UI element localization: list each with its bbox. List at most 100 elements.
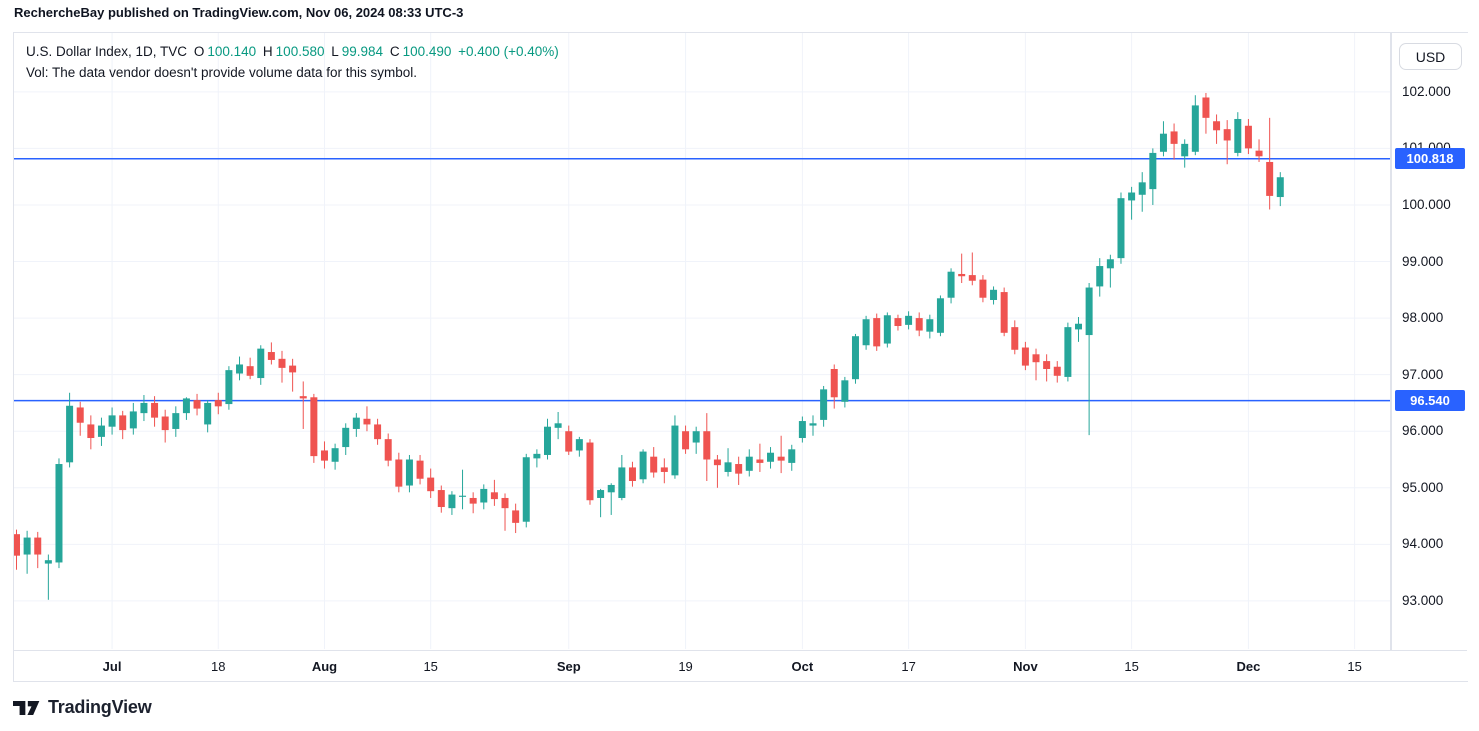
candle — [873, 313, 881, 351]
currency-button[interactable]: USD — [1399, 43, 1462, 70]
price-axis[interactable]: USD 102.000101.000100.00099.00098.00097.… — [1391, 33, 1468, 681]
low-value: 99.984 — [341, 44, 384, 59]
candle — [905, 311, 913, 330]
candle — [267, 342, 275, 365]
candle — [798, 416, 806, 443]
candle — [947, 268, 955, 304]
tradingview-logo-icon[interactable] — [13, 700, 41, 716]
candle — [469, 492, 477, 514]
price-axis-label: 98.000 — [1402, 310, 1444, 326]
price-axis-label: 96.000 — [1402, 423, 1444, 439]
time-axis-label: 19 — [678, 659, 693, 674]
candle — [522, 453, 530, 528]
candle — [289, 358, 297, 392]
candle — [299, 381, 307, 429]
price-line-label[interactable]: 100.818 — [1395, 148, 1465, 170]
candle — [958, 253, 966, 284]
candle — [1085, 283, 1093, 436]
low-label: L — [331, 44, 339, 59]
candle — [650, 447, 658, 478]
candle — [320, 441, 328, 469]
candle — [777, 435, 785, 474]
candle — [257, 345, 265, 385]
time-axis[interactable]: Jul 18 Aug 15 Sep 19 Oct 17 Nov 15 Dec 15 — [14, 650, 1467, 681]
candle — [427, 468, 435, 498]
candle — [1255, 139, 1263, 162]
time-axis-label: 15 — [1347, 659, 1362, 674]
candle — [756, 443, 764, 472]
price-axis-label: 102.000 — [1402, 83, 1451, 99]
candle — [979, 275, 987, 303]
high-value: 100.580 — [275, 44, 325, 59]
candle — [76, 401, 84, 436]
candle — [490, 479, 498, 506]
close-label: C — [389, 44, 400, 59]
candle — [788, 444, 796, 471]
candle — [310, 393, 318, 463]
price-line-label[interactable]: 96.540 — [1395, 390, 1465, 412]
candle — [745, 449, 753, 477]
footer-brand: TradingView — [13, 697, 152, 718]
candle — [384, 433, 392, 467]
tradingview-wordmark[interactable]: TradingView — [48, 697, 152, 717]
candle — [628, 461, 636, 487]
candle — [363, 406, 371, 432]
candlestick-chart[interactable] — [14, 33, 1390, 649]
candle — [1213, 114, 1221, 144]
candle — [692, 426, 700, 454]
candle — [703, 413, 711, 481]
candle — [1064, 322, 1072, 382]
candle — [660, 458, 668, 484]
candle — [236, 356, 244, 381]
candle — [119, 410, 127, 440]
attribution-text: RechercheBay published on TradingView.co… — [14, 5, 464, 20]
candle — [480, 484, 488, 510]
candle — [405, 454, 413, 493]
candle — [1075, 316, 1082, 342]
candle — [1191, 95, 1199, 156]
candle — [533, 449, 541, 468]
chart-widget: U.S. Dollar Index, 1D, TVC O 100.140 H 100… — [13, 32, 1468, 682]
candle — [565, 425, 573, 455]
candle — [182, 397, 190, 420]
legend-ohlc-row: U.S. Dollar Index, 1D, TVC O 100.140 H 100… — [26, 42, 562, 62]
candle — [1032, 348, 1040, 381]
candle — [1117, 192, 1125, 264]
candle — [108, 407, 116, 435]
price-pane[interactable]: U.S. Dollar Index, 1D, TVC O 100.140 H 100… — [14, 33, 1391, 650]
candle — [23, 530, 31, 574]
candle — [55, 458, 63, 569]
candle — [1000, 287, 1008, 337]
candle — [607, 483, 615, 515]
price-axis-label: 95.000 — [1402, 479, 1444, 495]
price-axis-label: 93.000 — [1402, 592, 1444, 608]
high-label: H — [262, 44, 273, 59]
candle — [682, 425, 690, 454]
candle — [1266, 117, 1274, 210]
candle — [1128, 186, 1136, 220]
candle — [851, 333, 859, 384]
candle — [820, 385, 828, 427]
open-value: 100.140 — [207, 44, 257, 59]
candle — [395, 452, 403, 493]
candle — [172, 406, 180, 437]
candle — [151, 396, 159, 427]
candle — [204, 400, 212, 433]
time-axis-label: Jul — [102, 659, 122, 674]
price-axis-label: 97.000 — [1402, 366, 1444, 382]
time-axis-label: Nov — [1013, 659, 1038, 674]
candle — [1234, 112, 1242, 157]
candle — [926, 314, 934, 339]
price-axis-label: 100.000 — [1402, 196, 1451, 212]
candle — [1276, 172, 1284, 207]
candle — [374, 418, 382, 445]
price-axis-label: 99.000 — [1402, 253, 1444, 269]
candle — [34, 531, 42, 569]
candle — [225, 366, 233, 410]
candle — [618, 454, 626, 501]
candle — [161, 409, 169, 443]
time-axis-label: Sep — [556, 659, 581, 674]
candle — [575, 436, 583, 457]
candle — [639, 449, 647, 484]
candle — [841, 376, 849, 408]
